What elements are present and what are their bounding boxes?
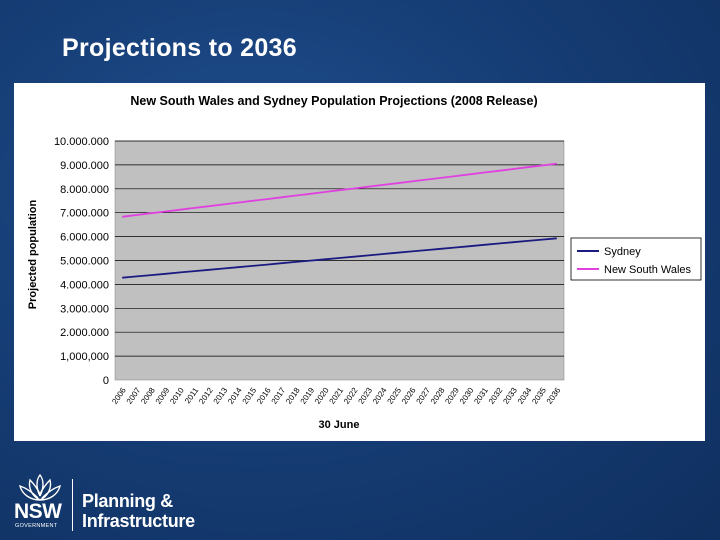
- y-tick-label: 6.000.000: [60, 232, 109, 244]
- legend-box: [570, 237, 702, 281]
- legend-label-nsw: New South Wales: [604, 264, 692, 276]
- x-tick-label: 2021: [328, 386, 346, 406]
- x-tick-label: 2019: [299, 386, 317, 406]
- x-tick-label: 2031: [472, 386, 490, 406]
- x-tick-label: 2013: [212, 386, 230, 406]
- x-tick-label: 2032: [487, 386, 505, 406]
- x-tick-label: 2029: [443, 386, 461, 406]
- y-tick-label: 9.000.000: [60, 160, 109, 172]
- series-lines: [122, 162, 557, 279]
- y-tick-label: 3.000.000: [60, 303, 109, 315]
- x-tick-label: 2022: [342, 386, 360, 406]
- x-tick-label: 2017: [270, 386, 288, 406]
- x-tick-label: 2020: [313, 386, 331, 406]
- series-line-sydney: [122, 237, 557, 279]
- slide-title: Projections to 2036: [62, 34, 297, 62]
- gridlines: [115, 140, 564, 357]
- x-tick-label: 2034: [516, 386, 534, 406]
- x-tick-label: 2008: [139, 386, 157, 406]
- legend-label-sydney: Sydney: [604, 246, 641, 258]
- y-tick-label: 10.000.000: [54, 136, 109, 148]
- brand-line-infrastructure: Infrastructure: [82, 511, 195, 531]
- y-tick-label: 5.000.000: [60, 256, 109, 268]
- x-tick-label: 2015: [241, 386, 259, 406]
- y-tick-label: 4.000.000: [60, 279, 109, 291]
- y-tick-label: 8.000.000: [60, 184, 109, 196]
- x-tick-label: 2018: [284, 386, 302, 406]
- series-line-nsw: [122, 162, 557, 218]
- chart-panel: New South Wales and Sydney Population Pr…: [14, 83, 705, 441]
- y-tick-label: 7.000.000: [60, 208, 109, 220]
- nsw-wordmark: NSW: [14, 500, 62, 523]
- y-axis-label: Projected population: [27, 200, 39, 310]
- y-axis-ticks: 0 1,000,000 2.000.000 3.000.000 4.000.000 5.0…: [54, 136, 109, 387]
- x-tick-label: 2033: [501, 386, 519, 406]
- y-tick-label: 1,000,000: [60, 351, 109, 363]
- x-tick-label: 2009: [154, 386, 172, 406]
- x-tick-label: 2014: [226, 386, 244, 406]
- x-tick-label: 2024: [371, 386, 389, 406]
- waratah-icon: [19, 474, 61, 501]
- x-axis-label: 30 June: [319, 419, 360, 431]
- x-tick-label: 2023: [357, 386, 375, 406]
- x-tick-label: 2012: [197, 386, 215, 406]
- y-tick-label: 2.000.000: [60, 327, 109, 339]
- logo-divider: [72, 479, 73, 531]
- x-tick-label: 2035: [530, 386, 548, 406]
- x-tick-label: 2026: [400, 386, 418, 406]
- x-tick-label: 2016: [255, 386, 273, 406]
- x-tick-label: 2010: [168, 386, 186, 406]
- brand-line-planning: Planning &: [82, 491, 173, 511]
- x-tick-label: 2028: [429, 386, 447, 406]
- chart-legend: Sydney New South Wales: [570, 237, 702, 281]
- x-tick-label: 2006: [110, 386, 128, 406]
- x-tick-label: 2030: [458, 386, 476, 406]
- x-tick-label: 2007: [125, 386, 143, 406]
- x-axis-ticks: 2006200720082009201020112012201320142015…: [110, 386, 562, 406]
- nsw-planning-logo: NSW GOVERNMENT Planning & Infrastructure: [14, 474, 214, 534]
- chart-title: New South Wales and Sydney Population Pr…: [130, 94, 537, 108]
- x-tick-label: 2025: [385, 386, 403, 406]
- y-tick-label: 0: [103, 375, 109, 387]
- population-chart: New South Wales and Sydney Population Pr…: [27, 94, 702, 431]
- x-tick-label: 2027: [414, 386, 432, 406]
- x-tick-label: 2036: [545, 386, 563, 406]
- government-wordmark: GOVERNMENT: [15, 523, 58, 529]
